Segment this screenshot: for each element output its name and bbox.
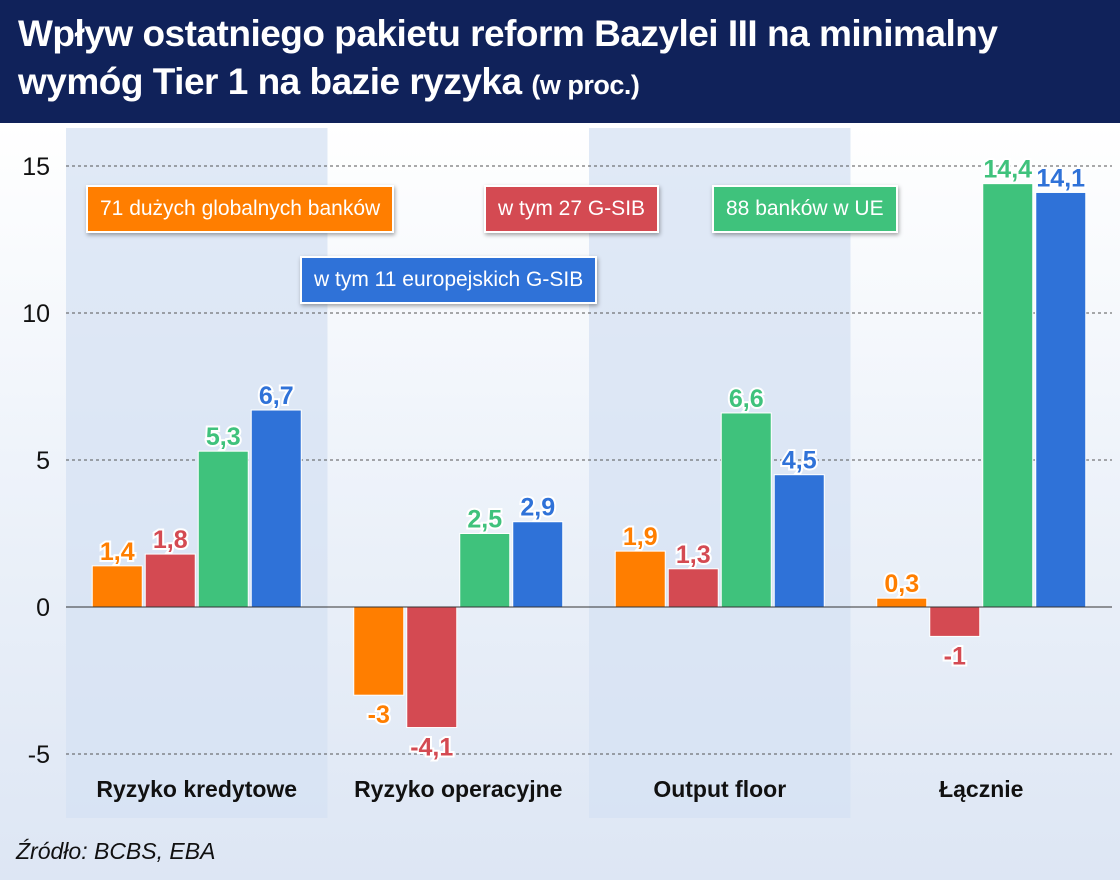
data-label: 1,8 <box>153 526 188 554</box>
data-label: 1,9 <box>623 523 658 551</box>
bar <box>459 533 511 608</box>
data-label: -4,1 <box>410 734 453 762</box>
data-label: -1 <box>944 642 966 670</box>
data-label: 5,3 <box>206 423 241 451</box>
legend-item: 71 dużych globalnych banków <box>86 185 395 233</box>
data-label: 2,5 <box>467 506 502 534</box>
bar <box>667 568 719 608</box>
bar <box>720 412 772 608</box>
data-label: 4,5 <box>782 447 817 475</box>
y-tick-label: 10 <box>22 300 50 328</box>
legend-item: w tym 27 G-SIB <box>484 185 660 233</box>
data-label: 14,4 <box>983 156 1032 184</box>
header: Wpływ ostatniego pakietu reform Bazylei … <box>0 0 1120 123</box>
bar <box>197 450 249 608</box>
bar <box>144 553 196 608</box>
data-label: -3 <box>368 701 390 729</box>
legend-item: w tym 11 europejskich G-SIB <box>300 256 598 304</box>
y-tick-label: 5 <box>36 447 50 475</box>
y-tick-label: 15 <box>22 153 50 181</box>
chart-title: Wpływ ostatniego pakietu reform Bazylei … <box>18 10 1108 109</box>
data-label: 6,6 <box>729 385 764 413</box>
bar <box>1035 191 1087 608</box>
data-label: 6,7 <box>259 382 294 410</box>
title-unit: (w proc.) <box>531 70 640 100</box>
bar <box>406 606 458 729</box>
category-label: Łącznie <box>939 776 1023 802</box>
title-main: Wpływ ostatniego pakietu reform Bazylei … <box>18 13 998 102</box>
data-label: 0,3 <box>884 570 919 598</box>
data-label: 1,3 <box>676 541 711 569</box>
category-label: Output floor <box>653 776 786 802</box>
legend-item: 88 banków w UE <box>712 185 898 233</box>
bar <box>250 409 302 608</box>
data-label: 2,9 <box>520 494 555 522</box>
source-note: Źródło: BCBS, EBA <box>16 838 216 864</box>
bar <box>512 521 564 608</box>
bar <box>929 606 981 637</box>
bar <box>353 606 405 696</box>
chart-area: 15 10 5 0 -5 1,4 1,8 5,3 6,7 Ryzyko kredytowe -3 -4… <box>0 123 1120 880</box>
data-label: 14,1 <box>1036 164 1085 192</box>
bar-chart: 15 10 5 0 -5 1,4 1,8 5,3 6,7 Ryzyko kredytowe -3 -4… <box>22 128 1112 818</box>
bar <box>982 183 1034 608</box>
category-label: Ryzyko kredytowe <box>96 776 297 802</box>
bar <box>91 565 143 608</box>
bar <box>773 474 825 608</box>
bar <box>876 597 928 608</box>
y-tick-label: -5 <box>28 741 50 769</box>
bar <box>614 550 666 608</box>
data-label: 1,4 <box>100 538 135 566</box>
category-band <box>589 128 851 818</box>
category-label: Ryzyko operacyjne <box>354 776 562 802</box>
y-tick-label: 0 <box>36 594 50 622</box>
